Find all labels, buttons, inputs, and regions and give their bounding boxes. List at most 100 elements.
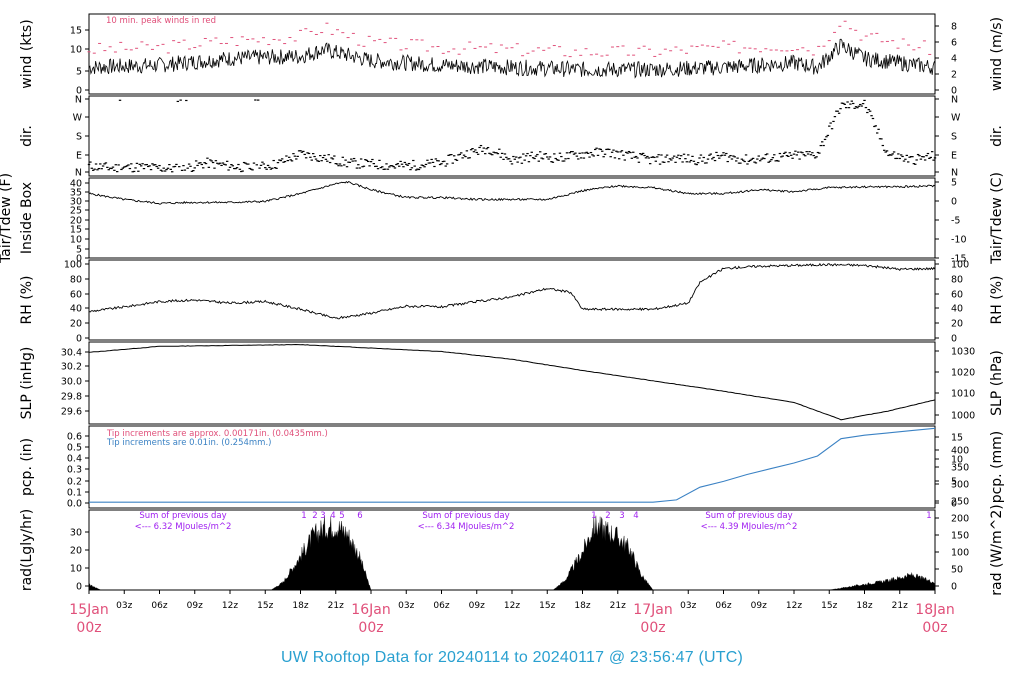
left-tick-label-humidity: 0 — [76, 334, 82, 345]
right-tick-label-temperature: -5 — [951, 216, 960, 227]
left-tick-label-temperature: 30 — [70, 197, 82, 208]
left-tick-label-direction: N — [75, 95, 82, 106]
left-tick-label-pressure: 30.4 — [61, 348, 82, 359]
y-axis-label-left-direction: dir. — [19, 125, 35, 147]
left-tick-label-radiation: 20 — [70, 546, 82, 557]
left-tick-label-precipitation: 0.4 — [67, 454, 82, 465]
series-line-precipitation — [89, 427, 936, 503]
radiation-day-note-label: Sum of previous day — [705, 511, 792, 521]
y-axis-label-right-temperature: Tair/Tdew (C) — [989, 172, 1005, 265]
left-tick-label-pressure: 30.2 — [61, 362, 82, 373]
left-tick-label-temperature: 5 — [76, 245, 82, 256]
radiation-day-note-value: <--- 6.34 MJoules/m^2 — [418, 522, 515, 532]
radiation-day-note-label: Sum of previous day — [422, 511, 509, 521]
x-tick-label: 06z — [433, 601, 449, 611]
right-tick-label-temperature: 0 — [951, 197, 957, 208]
right-tick-label-direction: N — [951, 168, 958, 179]
left-tick-label-humidity: 40 — [70, 304, 82, 315]
x-tick-label: 03z — [116, 601, 132, 611]
right-tick-label-humidity: 40 — [951, 304, 963, 315]
left-tick-label-radiation: 30 — [70, 528, 82, 539]
x-day-time-label: 00z — [358, 620, 383, 636]
left-tick-label-temperature: 0 — [76, 254, 82, 265]
right-tick-label-radiation: 300 — [951, 480, 969, 491]
y-axis-label-left-precipitation: pcp. (in) — [19, 438, 35, 496]
left-tick-label-wind: 10 — [70, 45, 82, 56]
right-tick-label-direction: W — [951, 113, 961, 124]
left-tick-label-humidity: 100 — [64, 260, 82, 271]
radiation-hour-marker: 3 — [619, 511, 624, 521]
y-axis-label-left2-temperature: Inside Box — [19, 182, 35, 254]
y-axis-label-left-pressure: SLP (inHg) — [19, 347, 35, 420]
y-axis-label-right-humidity: RH (%) — [989, 276, 1005, 325]
panel-frame-wind — [88, 13, 936, 95]
left-tick-label-direction: E — [76, 151, 82, 162]
right-tick-label-pressure: 1010 — [951, 389, 975, 400]
left-tick-label-precipitation: 0.3 — [67, 465, 82, 476]
left-tick-label-wind: 0 — [76, 86, 82, 97]
radiation-day-note-label: Sum of previous day — [139, 511, 226, 521]
radiation-hour-marker: 1 — [301, 511, 306, 521]
right-tick-label-direction: N — [951, 95, 958, 106]
left-tick-label-precipitation: 0.1 — [67, 488, 82, 499]
radiation-hour-marker: 4 — [633, 511, 638, 521]
left-tick-label-precipitation: 0.6 — [67, 432, 82, 443]
left-tick-label-temperature: 20 — [70, 216, 82, 227]
right-tick-label-radiation: 250 — [951, 497, 969, 508]
x-tick-label: 15z — [821, 601, 837, 611]
right-tick-label-radiation: 0 — [951, 582, 957, 593]
panel-frame-temperature — [88, 177, 936, 259]
x-tick-label: 12z — [504, 601, 520, 611]
right-tick-label-precipitation: 10 — [951, 455, 963, 466]
left-tick-label-direction: S — [76, 132, 82, 143]
left-tick-label-wind: 15 — [70, 26, 82, 37]
precip-note-2: Tip increments are 0.01in. (0.254mm.) — [106, 438, 271, 448]
left-tick-label-humidity: 60 — [70, 290, 82, 301]
y-axis-label-right-precipitation: pcp. (mm) — [989, 431, 1005, 504]
left-tick-label-direction: N — [75, 168, 82, 179]
x-tick-label: 18z — [292, 601, 308, 611]
y-axis-label-right-direction: dir. — [989, 125, 1005, 147]
chart-title: UW Rooftop Data for 20240114 to 20240117… — [281, 649, 743, 666]
x-tick-label: 09z — [187, 601, 203, 611]
right-tick-label-temperature: 5 — [951, 178, 957, 189]
right-tick-label-radiation: 200 — [951, 514, 969, 525]
right-tick-label-temperature: -15 — [951, 254, 967, 265]
right-tick-label-wind: 6 — [951, 38, 957, 49]
right-tick-label-humidity: 100 — [951, 260, 969, 271]
right-tick-label-radiation: 150 — [951, 531, 969, 542]
right-tick-label-humidity: 80 — [951, 275, 963, 286]
x-tick-label: 21z — [610, 601, 626, 611]
left-tick-label-radiation: 0 — [76, 582, 82, 593]
right-tick-label-pressure: 1020 — [951, 368, 975, 379]
series-line-temperature — [88, 180, 936, 205]
y-axis-label-left-wind: wind (kts) — [19, 19, 35, 88]
right-tick-label-precipitation: 0 — [951, 499, 957, 510]
left-tick-label-temperature: 15 — [70, 225, 82, 236]
left-tick-label-temperature: 35 — [70, 188, 82, 199]
right-tick-label-wind: 0 — [951, 86, 957, 97]
right-tick-label-temperature: -10 — [951, 235, 967, 246]
radiation-hour-marker: 2 — [312, 511, 317, 521]
left-tick-label-direction: W — [73, 113, 83, 124]
x-tick-label: 12z — [786, 601, 802, 611]
y-axis-label-left-radiation: rad(Lgly/hr) — [19, 509, 35, 591]
right-tick-label-humidity: 0 — [951, 334, 957, 345]
radiation-day-note-value: <--- 4.39 MJoules/m^2 — [701, 522, 798, 532]
left-tick-label-temperature: 25 — [70, 206, 82, 217]
right-tick-label-wind: 2 — [951, 70, 957, 81]
left-tick-label-humidity: 80 — [70, 275, 82, 286]
x-day-label: 18Jan — [915, 602, 954, 618]
x-tick-label: 18z — [574, 601, 590, 611]
left-tick-label-pressure: 29.8 — [61, 392, 82, 403]
x-tick-label: 06z — [715, 601, 731, 611]
right-tick-label-radiation: 400 — [951, 446, 969, 457]
radiation-day-note-value: <--- 6.32 MJoules/m^2 — [135, 522, 232, 532]
right-tick-label-humidity: 20 — [951, 319, 963, 330]
right-tick-label-precipitation: 15 — [951, 433, 963, 444]
radiation-hour-marker: 1 — [591, 511, 596, 521]
y-axis-label-left-humidity: RH (%) — [19, 276, 35, 325]
right-tick-label-wind: 4 — [951, 54, 957, 65]
y-axis-label-left-temperature: Tair/Tdew (F) — [0, 173, 14, 264]
